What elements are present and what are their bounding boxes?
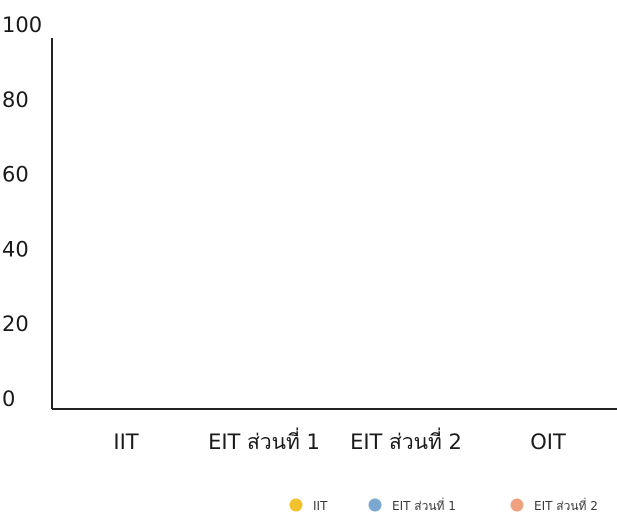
- legend-label: EIT ส่วนที่ 2: [534, 497, 598, 513]
- legend-swatch: [368, 498, 382, 512]
- legend-label: EIT ส่วนที่ 1: [392, 497, 456, 513]
- y-tick-label: 100: [2, 13, 42, 37]
- y-tick-label: 40: [2, 237, 29, 261]
- legend-item: EIT ส่วนที่ 2: [510, 497, 598, 513]
- y-tick-label: 20: [2, 312, 29, 336]
- x-category-label: EIT ส่วนที่ 1: [208, 427, 320, 454]
- x-axis-categories: IIT EIT ส่วนที่ 1 EIT ส่วนที่ 2 OIT: [113, 427, 566, 454]
- x-category-label: EIT ส่วนที่ 2: [350, 427, 462, 454]
- x-category-label: IIT: [113, 430, 138, 454]
- y-tick-label: 60: [2, 163, 29, 187]
- legend-item: IIT: [289, 498, 328, 513]
- legend-swatch: [510, 498, 524, 512]
- x-category-label: OIT: [530, 430, 566, 454]
- y-axis-ticks: 0 20 40 60 80 100: [2, 13, 42, 411]
- legend: IIT EIT ส่วนที่ 1 EIT ส่วนที่ 2: [289, 497, 598, 513]
- legend-swatch: [289, 498, 303, 512]
- legend-label: IIT: [313, 499, 328, 513]
- legend-item: EIT ส่วนที่ 1: [368, 497, 456, 513]
- y-tick-label: 80: [2, 88, 29, 112]
- y-tick-label: 0: [2, 387, 15, 411]
